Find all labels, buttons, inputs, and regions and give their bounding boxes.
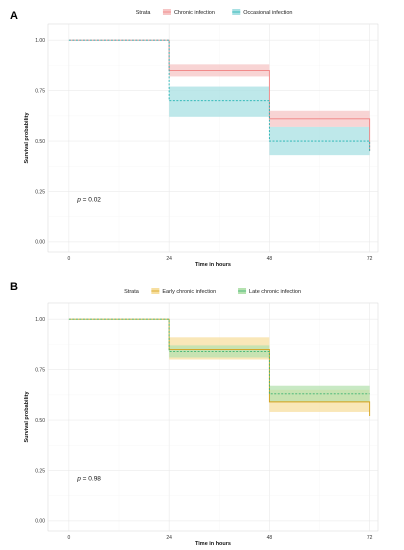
y-tick-label: 0.00 (35, 519, 45, 525)
p-value-symbol: p (76, 476, 81, 483)
x-tick-label: 0 (67, 256, 70, 262)
legend-entry-label: Occasional infection (243, 10, 292, 16)
x-tick-label: 0 (67, 535, 70, 541)
legend: Strata Early chronic infection Late chroni… (124, 288, 301, 295)
ci-band (269, 385, 370, 402)
survival-curve-late-chronic-infection (68, 318, 370, 395)
y-tick-label: 0.00 (35, 240, 45, 246)
y-tick-label: 1.00 (35, 38, 45, 44)
p-value-annotation: p = 0.02 (76, 197, 101, 204)
y-tick-label: 0.25 (35, 189, 45, 195)
x-tick-label: 48 (267, 256, 273, 262)
y-tick-label: 0.50 (35, 139, 45, 145)
chart-panel-b: B Strata Early chronic infection Late chron… (10, 281, 379, 547)
p-value-text: = 0.98 (81, 476, 101, 483)
x-tick-label: 72 (367, 535, 373, 541)
survival-curve-early-chronic-infection (68, 318, 371, 416)
p-value-symbol: p (76, 197, 81, 204)
legend-entry-label: Early chronic infection (162, 289, 216, 295)
plot-area (47, 302, 379, 532)
legend-entry-label: Late chronic infection (249, 289, 301, 295)
x-tick-label: 24 (166, 256, 172, 262)
x-axis-title: Time in hours (195, 541, 231, 547)
x-tick-label: 72 (367, 256, 373, 262)
p-value-text: = 0.02 (81, 197, 101, 204)
y-tick-label: 0.75 (35, 88, 45, 94)
gridlines (48, 303, 378, 531)
y-tick-label: 0.25 (35, 468, 45, 474)
panel-label: B (10, 281, 18, 293)
legend: Strata Chronic infection Occasional infect… (136, 9, 292, 16)
x-tick-label: 24 (166, 535, 172, 541)
y-axis-title: Survival probability (24, 112, 30, 164)
x-tick-label: 48 (267, 535, 273, 541)
legend-title: Strata (136, 10, 152, 16)
y-tick-label: 0.75 (35, 367, 45, 373)
survival-curve-chronic-infection (68, 39, 371, 152)
chart-panel-a: A Strata Chronic infection Occasional infec… (10, 9, 379, 268)
y-tick-label: 0.50 (35, 418, 45, 424)
p-value-annotation: p = 0.98 (76, 476, 101, 483)
ci-band (169, 86, 270, 117)
ci-band-group-1 (68, 40, 370, 156)
y-axis-title: Survival probability (24, 391, 30, 443)
panel-label: A (10, 10, 18, 22)
x-axis-title: Time in hours (195, 262, 231, 268)
y-tick-label: 1.00 (35, 317, 45, 323)
legend-title: Strata (124, 289, 140, 295)
legend-entry-label: Chronic infection (174, 10, 215, 16)
